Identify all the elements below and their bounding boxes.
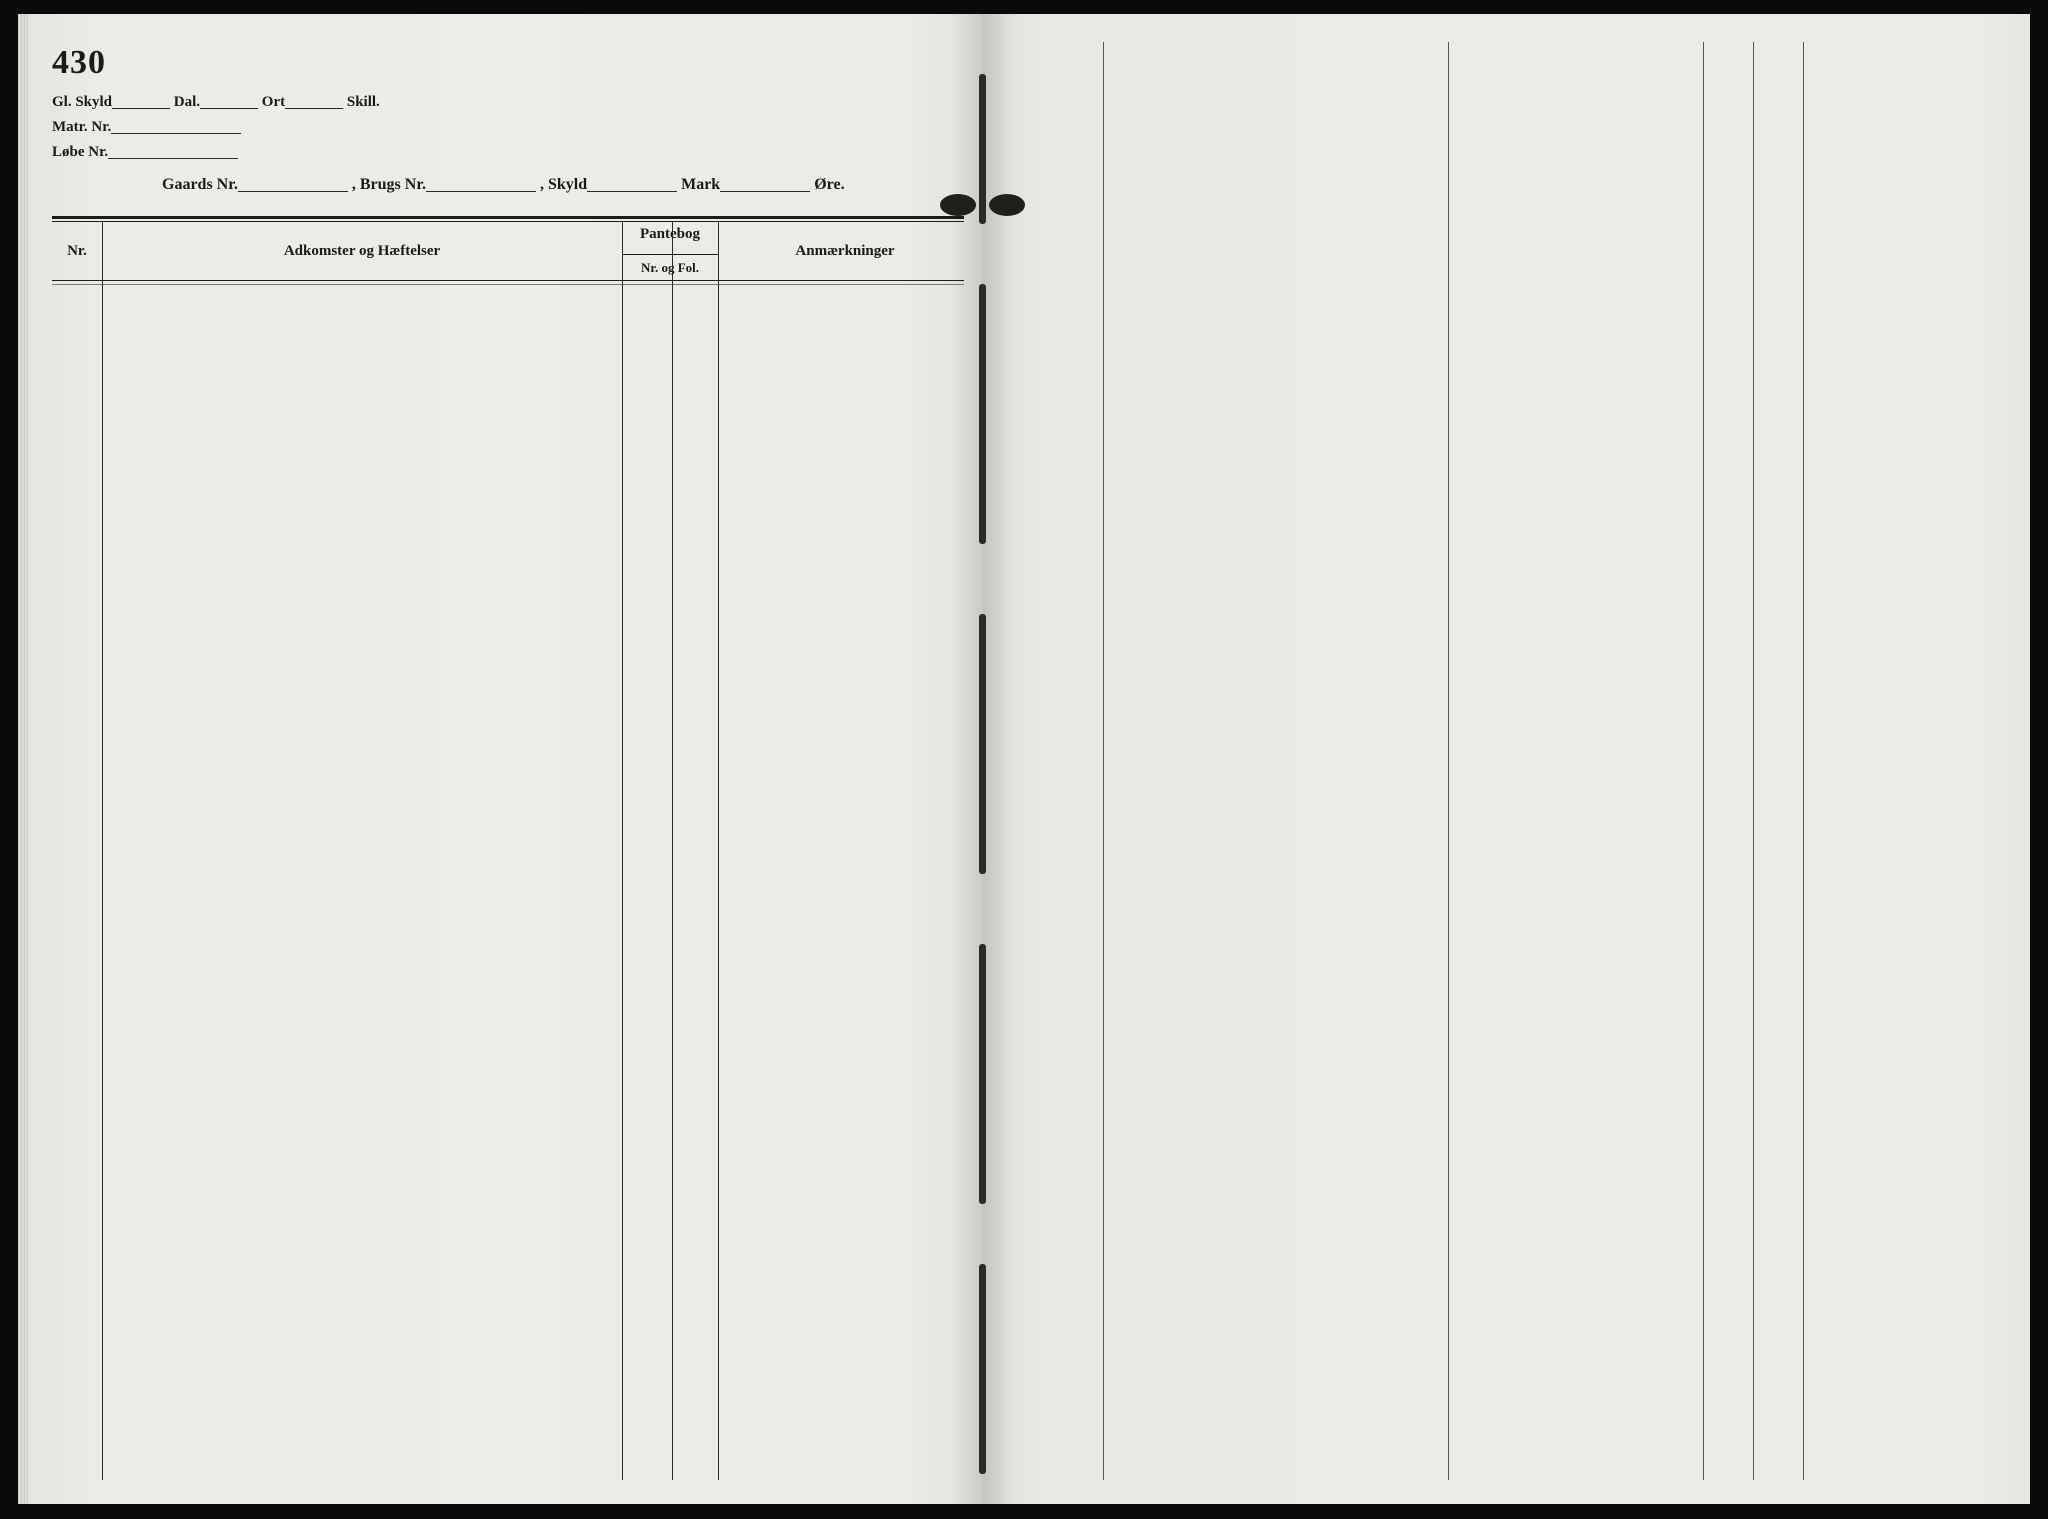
label-matr-nr: Matr. Nr. [52, 119, 111, 135]
spine-stitch [980, 74, 986, 224]
label-dal: Dal. [174, 94, 200, 110]
column-rule [1703, 42, 1704, 1480]
column-rule [1753, 42, 1754, 1480]
binding-dot [940, 194, 976, 216]
meta-row-gaards: Gaards Nr. , Brugs Nr. , Skyld Mark Øre. [52, 175, 982, 194]
binding-dot [989, 194, 1025, 216]
column-rule [718, 222, 719, 1480]
header-meta: Gl. Skyld Dal. Ort Skill. Matr. Nr. Løbe… [52, 92, 982, 194]
table-header: Nr. Adkomster og Hæftelser Pantebog Nr. … [52, 222, 964, 280]
meta-row-lobe: Løbe Nr. [52, 142, 982, 161]
col-pantebog: Pantebog Nr. og Fol. [622, 222, 718, 280]
column-rule [1103, 42, 1104, 1480]
left-page-content: 430 Gl. Skyld Dal. Ort Skill. Matr. Nr. … [52, 44, 982, 1504]
label-ore: Øre. [814, 176, 844, 193]
header-bottom-rule-thin [52, 284, 964, 285]
column-rule [102, 222, 103, 1480]
spine-shadow [983, 14, 1013, 1504]
col-anm-label: Anmærkninger [795, 243, 894, 260]
spine-stitch [980, 1264, 986, 1474]
label-ort: Ort [262, 94, 285, 110]
header-bottom-rule [52, 280, 964, 281]
meta-row-matr: Matr. Nr. [52, 117, 982, 136]
page-number: 430 [52, 44, 982, 82]
label-mark: Mark [681, 176, 720, 193]
col-adkomster-label: Adkomster og Hæftelser [284, 243, 440, 260]
column-rule [672, 222, 673, 1480]
column-rule [622, 222, 623, 1480]
column-rule [1448, 42, 1449, 1480]
label-gaards-nr: Gaards Nr. [162, 176, 238, 193]
label-lobe-nr: Løbe Nr. [52, 144, 108, 160]
col-anm: Anmærkninger [718, 222, 972, 280]
col-pantebog-label: Pantebog [640, 226, 700, 243]
col-nr-label: Nr. [67, 243, 87, 260]
col-nr: Nr. [52, 222, 102, 280]
label-brugs-nr: , Brugs Nr. [352, 176, 426, 193]
page-edge-stack [18, 14, 28, 1504]
spine-stitch [980, 944, 986, 1204]
label-skyld: , Skyld [540, 176, 587, 193]
column-rule [1803, 42, 1804, 1480]
label-gl-skyld: Gl. Skyld [52, 94, 112, 110]
right-page [983, 14, 2030, 1504]
spine-stitch [980, 614, 986, 874]
meta-row-skyld: Gl. Skyld Dal. Ort Skill. [52, 92, 982, 111]
left-page: 430 Gl. Skyld Dal. Ort Skill. Matr. Nr. … [18, 14, 983, 1504]
col-adkomster: Adkomster og Hæftelser [102, 222, 622, 280]
ledger-spread: 430 Gl. Skyld Dal. Ort Skill. Matr. Nr. … [18, 14, 2030, 1504]
spine-stitch [980, 284, 986, 544]
col-pantebog-sub: Nr. og Fol. [622, 254, 718, 280]
label-skill: Skill. [347, 94, 380, 110]
